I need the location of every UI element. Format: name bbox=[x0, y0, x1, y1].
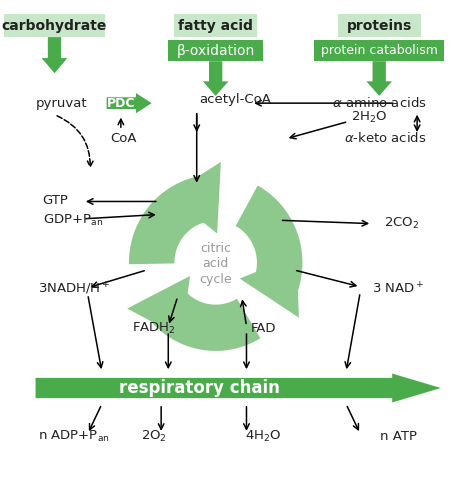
Text: n ATP: n ATP bbox=[380, 430, 417, 442]
FancyBboxPatch shape bbox=[174, 14, 257, 37]
Text: FADH$_2$: FADH$_2$ bbox=[132, 321, 176, 336]
Polygon shape bbox=[169, 162, 221, 233]
Text: n ADP+P$_{\rm an}$: n ADP+P$_{\rm an}$ bbox=[38, 428, 110, 444]
Text: 2H$_2$O: 2H$_2$O bbox=[351, 110, 387, 125]
Polygon shape bbox=[366, 61, 392, 96]
Text: FAD: FAD bbox=[250, 322, 276, 335]
FancyBboxPatch shape bbox=[4, 14, 105, 37]
Text: fatty acid: fatty acid bbox=[178, 18, 253, 33]
Text: GTP: GTP bbox=[43, 194, 69, 206]
Text: acetyl-CoA: acetyl-CoA bbox=[199, 94, 271, 106]
Polygon shape bbox=[140, 283, 260, 351]
Polygon shape bbox=[107, 93, 152, 113]
Text: β-oxidation: β-oxidation bbox=[176, 43, 255, 58]
Text: 2O$_2$: 2O$_2$ bbox=[141, 428, 167, 444]
Polygon shape bbox=[127, 276, 190, 337]
Text: GDP+P$_{\rm an}$: GDP+P$_{\rm an}$ bbox=[43, 213, 103, 228]
Text: 4H$_2$O: 4H$_2$O bbox=[245, 428, 282, 444]
Text: pyruvat: pyruvat bbox=[36, 97, 87, 109]
FancyBboxPatch shape bbox=[168, 40, 263, 61]
FancyBboxPatch shape bbox=[337, 14, 420, 37]
Text: 2CO$_2$: 2CO$_2$ bbox=[384, 216, 419, 231]
Text: 3NADH/H$^+$: 3NADH/H$^+$ bbox=[38, 281, 110, 297]
Text: citric: citric bbox=[200, 242, 231, 254]
Polygon shape bbox=[203, 61, 228, 96]
FancyBboxPatch shape bbox=[314, 40, 445, 61]
Polygon shape bbox=[240, 255, 299, 318]
Text: respiratory chain: respiratory chain bbox=[119, 379, 280, 397]
Text: acid: acid bbox=[202, 257, 229, 270]
Text: carbohydrate: carbohydrate bbox=[2, 18, 107, 33]
Polygon shape bbox=[129, 174, 217, 264]
Polygon shape bbox=[36, 374, 441, 402]
Text: cycle: cycle bbox=[200, 273, 232, 285]
Text: CoA: CoA bbox=[110, 133, 137, 145]
Text: $\alpha$-amino acids: $\alpha$-amino acids bbox=[332, 96, 427, 110]
Text: protein catabolism: protein catabolism bbox=[321, 44, 438, 57]
Text: PDC: PDC bbox=[107, 97, 136, 109]
Text: 3 NAD$^+$: 3 NAD$^+$ bbox=[372, 281, 424, 297]
Polygon shape bbox=[236, 186, 302, 308]
Text: $\alpha$-keto acids: $\alpha$-keto acids bbox=[344, 131, 427, 145]
Text: proteins: proteins bbox=[346, 18, 412, 33]
Polygon shape bbox=[42, 37, 67, 73]
